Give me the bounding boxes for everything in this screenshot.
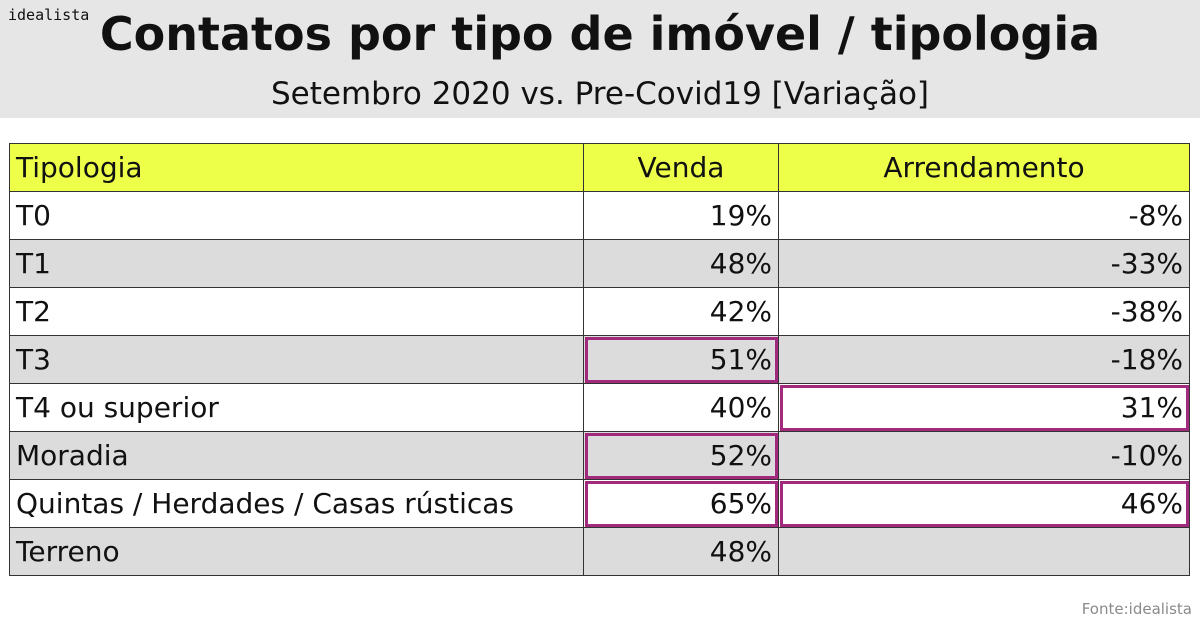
arrendamento-value: 46% — [778, 479, 1190, 528]
arrendamento-value: 31% — [778, 383, 1190, 432]
row-label: Terreno — [9, 527, 584, 576]
arrendamento-value: -10% — [778, 431, 1190, 480]
brand-logo: idealista — [8, 6, 90, 24]
table-row: Quintas / Herdades / Casas rústicas 65% 46… — [9, 479, 1190, 528]
data-table: Tipologia Venda Arrendamento T0 19% -8% T1 4… — [9, 143, 1190, 576]
table-row: T2 42% -38% — [9, 287, 1190, 336]
row-label: T3 — [9, 335, 584, 384]
column-header-venda: Venda — [583, 143, 779, 192]
arrendamento-value — [778, 527, 1190, 576]
arrendamento-value: -8% — [778, 191, 1190, 240]
venda-value: 52% — [583, 431, 779, 480]
chart-subtitle: Setembro 2020 vs. Pre-Covid19 [Variação] — [270, 76, 930, 112]
row-label: T1 — [9, 239, 584, 288]
table-header-row: Tipologia Venda Arrendamento — [9, 143, 1190, 192]
venda-value: 48% — [583, 527, 779, 576]
row-label: T2 — [9, 287, 584, 336]
table-row: T0 19% -8% — [9, 191, 1190, 240]
table-body: T0 19% -8% T1 48% -33% T2 42% -38% T3 51% -18% T4 ou… — [9, 191, 1190, 576]
arrendamento-value: -38% — [778, 287, 1190, 336]
arrendamento-value: -18% — [778, 335, 1190, 384]
column-header-tipologia: Tipologia — [9, 143, 584, 192]
venda-value: 65% — [583, 479, 779, 528]
table-row: Terreno 48% — [9, 527, 1190, 576]
row-label: Moradia — [9, 431, 584, 480]
table-row: T1 48% -33% — [9, 239, 1190, 288]
column-header-arrendamento: Arrendamento — [778, 143, 1190, 192]
table-row: T4 ou superior 40% 31% — [9, 383, 1190, 432]
table-row: T3 51% -18% — [9, 335, 1190, 384]
venda-value: 48% — [583, 239, 779, 288]
row-label: Quintas / Herdades / Casas rústicas — [9, 479, 584, 528]
chart-title: Contatos por tipo de imóvel / tipologia — [99, 7, 1101, 61]
row-label: T0 — [9, 191, 584, 240]
header-band: idealista Contatos por tipo de imóvel / … — [0, 0, 1200, 118]
source-note: Fonte:idealista — [1081, 600, 1192, 618]
venda-value: 19% — [583, 191, 779, 240]
arrendamento-value: -33% — [778, 239, 1190, 288]
table-row: Moradia 52% -10% — [9, 431, 1190, 480]
row-label: T4 ou superior — [9, 383, 584, 432]
venda-value: 40% — [583, 383, 779, 432]
venda-value: 51% — [583, 335, 779, 384]
venda-value: 42% — [583, 287, 779, 336]
